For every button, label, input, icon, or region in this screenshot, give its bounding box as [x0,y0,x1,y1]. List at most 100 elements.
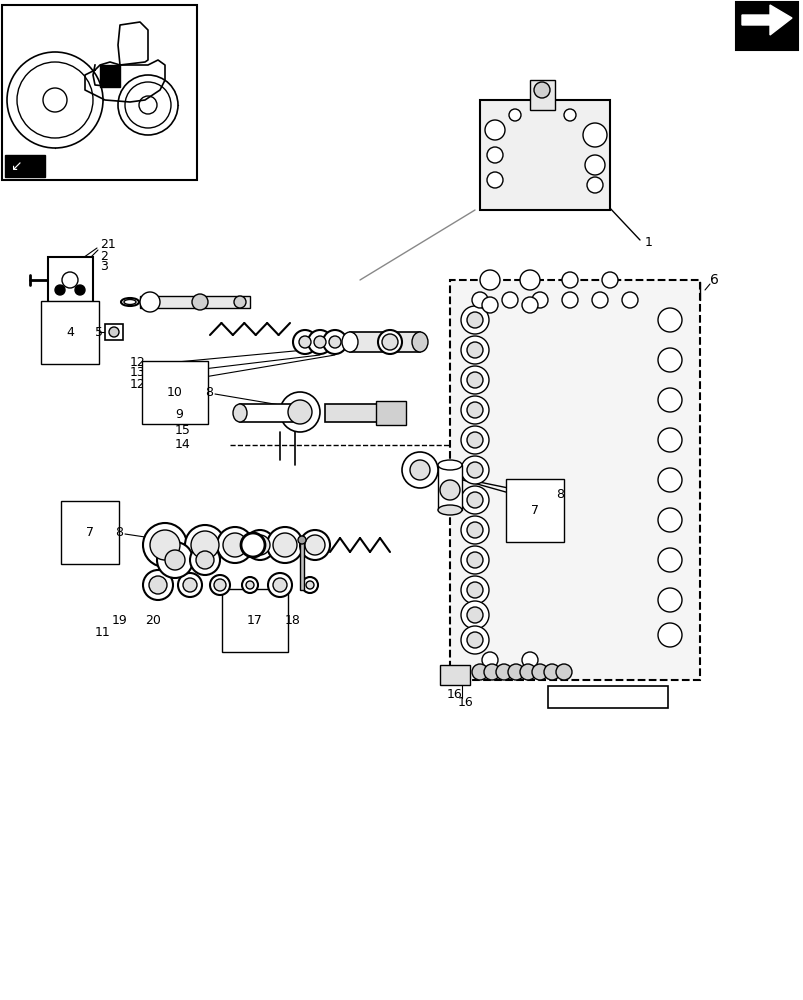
Circle shape [561,292,577,308]
Text: 4: 4 [66,326,74,338]
Circle shape [410,460,430,480]
Circle shape [467,372,483,388]
Bar [100,65,120,87]
Circle shape [460,366,488,394]
Circle shape [439,480,459,500]
Circle shape [139,96,157,114]
Circle shape [143,570,173,600]
Circle shape [287,400,312,424]
Circle shape [483,664,499,680]
Text: 13: 13 [130,366,145,379]
Circle shape [299,336,311,348]
Circle shape [544,664,560,680]
Bar [349,332,419,352]
Text: 3: 3 [100,260,108,273]
Circle shape [467,342,483,358]
Text: 7: 7 [86,526,94,538]
Circle shape [460,426,488,454]
Circle shape [657,348,681,372]
Circle shape [62,272,78,288]
Circle shape [7,52,103,148]
Circle shape [402,452,438,488]
Circle shape [520,270,540,290]
Circle shape [460,546,488,574]
Circle shape [657,428,681,452]
Circle shape [467,402,483,418]
Circle shape [467,582,483,598]
Circle shape [657,548,681,572]
Circle shape [467,462,483,478]
Circle shape [460,456,488,484]
Bar [735,2,797,50]
Circle shape [556,664,571,680]
Circle shape [533,82,549,98]
Text: 21: 21 [100,238,116,251]
Circle shape [586,177,602,193]
Circle shape [300,530,329,560]
Circle shape [191,531,218,559]
Ellipse shape [124,300,136,304]
Circle shape [532,664,548,680]
Ellipse shape [438,505,462,515]
Circle shape [563,109,575,121]
Circle shape [460,486,488,514]
Circle shape [521,297,537,313]
Ellipse shape [120,298,139,306]
Circle shape [190,545,220,575]
Circle shape [520,664,536,680]
Text: 14: 14 [175,438,190,452]
Circle shape [183,578,197,592]
Circle shape [460,626,488,654]
Text: 1: 1 [644,235,652,248]
Circle shape [482,652,497,668]
Text: 1.95.5/01B 01: 1.95.5/01B 01 [569,692,646,702]
Bar [376,401,406,425]
Circle shape [585,155,604,175]
Circle shape [192,294,208,310]
Text: 15: 15 [175,424,190,436]
Bar [529,80,554,110]
Circle shape [601,272,618,288]
Circle shape [118,75,177,135]
Circle shape [479,270,499,290]
Circle shape [250,535,270,555]
Ellipse shape [438,460,462,470]
Circle shape [460,576,488,604]
Circle shape [304,535,324,555]
Circle shape [471,664,487,680]
Circle shape [460,516,488,544]
Text: 16: 16 [446,688,463,702]
Circle shape [75,285,85,295]
Bar [324,404,380,422]
Circle shape [532,292,548,308]
Bar [300,540,304,590]
Bar [240,404,295,422]
Circle shape [43,88,67,112]
Circle shape [308,330,332,354]
Circle shape [323,330,347,354]
Circle shape [657,308,681,332]
Circle shape [196,551,214,569]
Circle shape [234,296,246,308]
Bar [2,5,197,180]
Text: 16: 16 [458,696,473,708]
Text: 8: 8 [556,488,563,502]
Circle shape [460,396,488,424]
Text: 12: 12 [130,356,145,368]
Circle shape [482,297,497,313]
Circle shape [501,292,517,308]
Ellipse shape [341,332,357,352]
Circle shape [521,652,537,668]
Circle shape [467,312,483,328]
Ellipse shape [411,332,427,352]
Circle shape [273,578,287,592]
Text: 2: 2 [100,249,108,262]
Text: 19: 19 [112,613,128,626]
Bar [439,665,470,685]
Circle shape [467,492,483,508]
Circle shape [460,336,488,364]
Circle shape [314,336,325,348]
Circle shape [487,172,503,188]
Circle shape [306,581,314,589]
Text: 10: 10 [167,385,183,398]
